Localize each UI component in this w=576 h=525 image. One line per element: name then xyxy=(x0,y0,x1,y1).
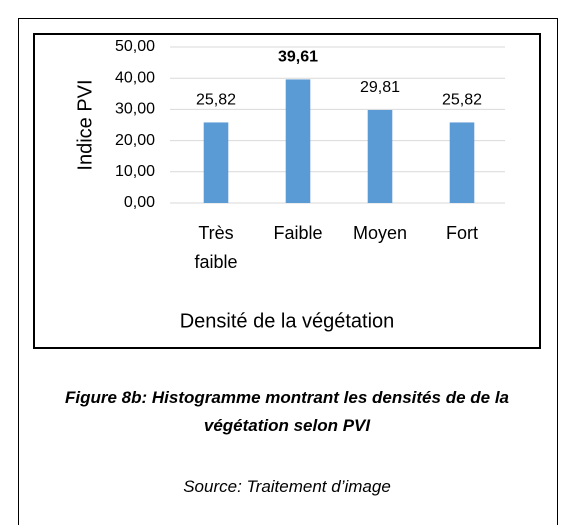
x-axis-title: Densité de la végétation xyxy=(180,310,395,332)
x-tick-label: Fort xyxy=(445,223,478,243)
data-label: 39,61 xyxy=(278,49,318,66)
y-tick-label: 30,00 xyxy=(115,101,155,118)
x-tick-label: Faible xyxy=(273,223,323,243)
bar xyxy=(449,122,475,203)
chart-border xyxy=(33,33,541,349)
y-tick-label: 0,00 xyxy=(124,194,155,211)
x-tick-label: Très faible xyxy=(194,223,238,272)
y-tick-label: 10,00 xyxy=(115,163,155,180)
y-axis-title: Indice PVI xyxy=(74,79,96,170)
source: Source: Traitement d’image xyxy=(183,477,391,496)
bar xyxy=(367,109,393,203)
y-tick-label: 20,00 xyxy=(115,132,155,149)
caption: Figure 8b: Histogramme montrant les dens… xyxy=(65,388,509,435)
x-tick-label: Moyen xyxy=(352,223,408,243)
data-label: 25,82 xyxy=(196,92,236,109)
data-label: 25,82 xyxy=(442,92,482,109)
y-tick-label: 40,00 xyxy=(115,69,155,86)
y-tick-label: 50,00 xyxy=(115,38,155,55)
data-label: 29,81 xyxy=(360,79,400,96)
bar xyxy=(285,79,311,203)
bar xyxy=(203,122,229,203)
